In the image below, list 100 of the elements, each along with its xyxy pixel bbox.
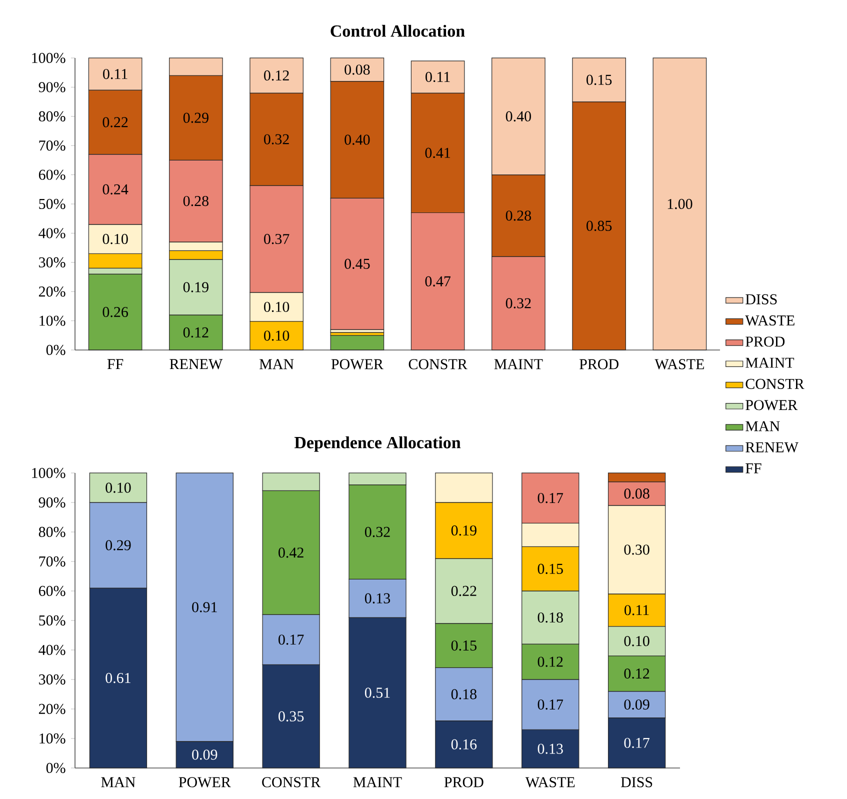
x-tick-label: MAINT: [353, 777, 402, 788]
bar: [330, 335, 384, 350]
data-label: 0.35: [278, 711, 304, 722]
y-tick-label: 0%: [46, 762, 66, 774]
y-tick-label: 100%: [32, 468, 66, 478]
data-label: 0.17: [278, 634, 304, 645]
data-label: 0.29: [183, 112, 208, 123]
x-tick-label: PROD: [580, 359, 618, 370]
data-label: 0.10: [624, 636, 650, 646]
data-label: 0.11: [103, 68, 128, 80]
x-tick-label: DISS: [620, 777, 652, 788]
data-label: 0.18: [451, 689, 476, 700]
data-label: 0.15: [586, 74, 612, 85]
data-label: 0.11: [426, 72, 450, 82]
y-tick-label: 10%: [40, 316, 66, 326]
data-label: 0.17: [538, 492, 564, 504]
legend-label: WASTE: [745, 315, 794, 326]
x-tick-label: POWER: [178, 777, 231, 788]
data-label: 0.37: [264, 234, 290, 244]
data-label: 0.10: [102, 234, 128, 244]
data-label: 0.22: [102, 117, 128, 128]
data-label: 0.13: [364, 593, 390, 604]
y-tick-label: 60%: [38, 586, 66, 596]
x-tick-label: RENEW: [170, 359, 223, 370]
data-label: 0.08: [344, 64, 370, 75]
y-tick-label: 80%: [38, 526, 66, 538]
y-tick-label: 90%: [38, 497, 66, 508]
data-label: 0.32: [364, 526, 390, 538]
data-label: 0.32: [264, 134, 289, 144]
data-label: 0.40: [344, 134, 370, 145]
chart-title: Dependence Allocation: [294, 436, 461, 452]
x-tick-label: MAN: [260, 359, 294, 370]
data-label: 0.10: [264, 302, 290, 312]
data-label: 0.42: [278, 548, 304, 558]
x-tick-label: MAN: [101, 777, 136, 788]
data-label: 0.24: [102, 184, 128, 194]
chart-title: Control Allocation: [330, 24, 465, 37]
data-label: 0.19: [451, 525, 476, 536]
x-tick-label: PROD: [444, 777, 484, 788]
x-tick-label: CONSTR: [408, 359, 468, 370]
bar: [652, 58, 707, 350]
legend-label: CONSTR: [746, 378, 804, 389]
y-tick-label: 50%: [39, 615, 66, 626]
legend-label: DISS: [746, 294, 777, 304]
data-label: 0.09: [192, 750, 218, 760]
data-label: 0.45: [344, 258, 370, 269]
y-tick-label: 70%: [39, 556, 66, 567]
y-tick-label: 90%: [38, 82, 66, 92]
legend-label: MAN: [746, 421, 780, 432]
data-label: 0.22: [451, 586, 476, 596]
data-label: 0.15: [538, 564, 563, 574]
legend-label: PROD: [746, 336, 785, 347]
data-label: 0.15: [451, 640, 476, 651]
data-label: 0.28: [183, 196, 208, 206]
x-tick-label: WASTE: [525, 777, 575, 788]
data-label: 0.13: [538, 744, 563, 754]
data-label: 0.19: [183, 282, 208, 292]
data-label: 0.10: [106, 482, 131, 493]
y-tick-label: 0%: [46, 344, 66, 356]
y-tick-label: 30%: [39, 257, 66, 268]
data-label: 0.17: [538, 699, 564, 710]
data-label: 0.26: [102, 306, 128, 318]
y-tick-label: 20%: [38, 704, 66, 714]
data-label: 0.17: [624, 738, 650, 748]
data-label: 0.11: [624, 605, 649, 616]
y-tick-label: 40%: [38, 228, 66, 238]
data-label: 0.12: [183, 327, 208, 338]
y-tick-label: 80%: [38, 111, 66, 122]
data-label: 0.91: [192, 602, 217, 612]
y-tick-label: 100%: [32, 52, 66, 64]
data-label: 0.10: [264, 330, 290, 341]
y-tick-label: 30%: [39, 674, 66, 685]
data-label: 0.28: [506, 210, 531, 221]
y-tick-label: 60%: [38, 170, 66, 180]
data-label: 0.16: [451, 739, 477, 750]
x-tick-label: MAINT: [494, 359, 543, 370]
legend-label: RENEW: [746, 442, 798, 452]
data-label: 0.40: [506, 111, 531, 122]
y-tick-label: 50%: [39, 198, 66, 210]
data-label: 0.18: [538, 612, 563, 623]
x-tick-label: FF: [107, 359, 124, 369]
data-label: 0.32: [506, 298, 531, 308]
x-tick-label: WASTE: [654, 359, 704, 370]
data-label: 0.12: [264, 70, 289, 81]
data-label: 0.51: [364, 688, 390, 698]
data-label: 1.00: [668, 198, 692, 210]
data-label: 0.12: [538, 656, 563, 667]
data-label: 0.08: [624, 488, 650, 499]
y-tick-label: 20%: [38, 286, 66, 297]
data-label: 0.09: [624, 699, 650, 710]
x-tick-label: CONSTR: [262, 777, 321, 788]
data-label: 0.29: [106, 540, 131, 550]
data-label: 0.41: [425, 148, 450, 158]
data-label: 0.12: [624, 668, 650, 679]
data-label: 0.61: [106, 672, 130, 684]
data-label: 0.85: [586, 220, 612, 231]
legend-label: POWER: [746, 400, 798, 410]
data-label: 0.47: [425, 276, 451, 286]
legend-label: FF: [746, 463, 762, 474]
data-label: 0.30: [624, 544, 650, 555]
